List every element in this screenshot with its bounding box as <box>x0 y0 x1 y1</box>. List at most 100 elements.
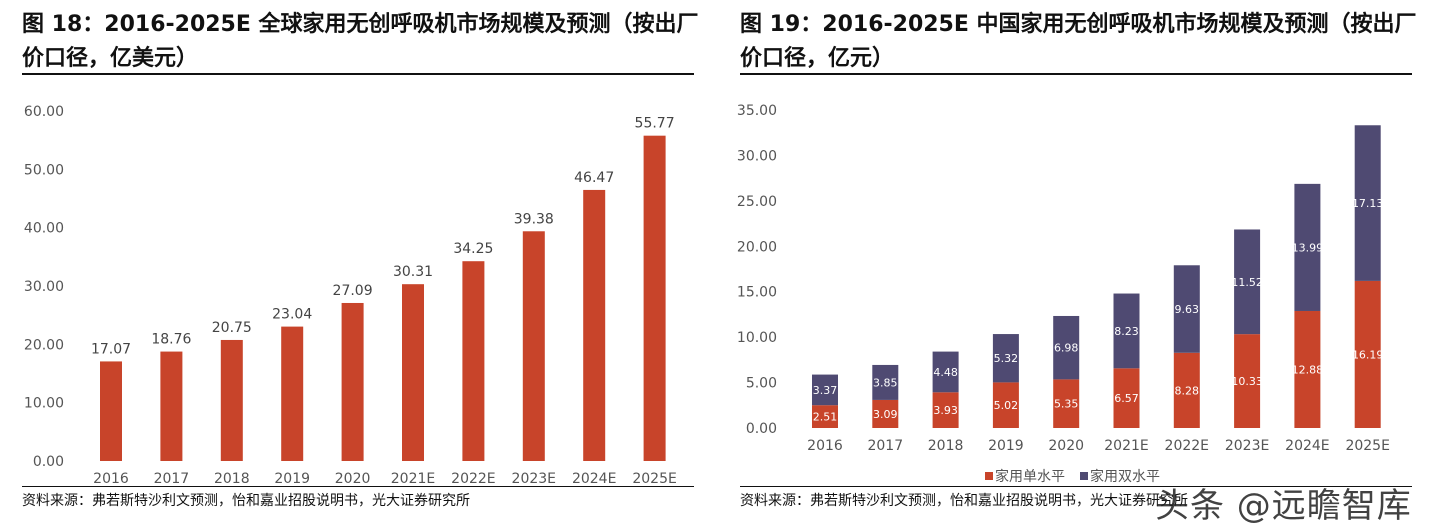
data-label: 16.19 <box>1352 348 1384 361</box>
title-rule-left <box>22 73 694 75</box>
data-label: 10.33 <box>1231 375 1263 388</box>
x-tick-label: 2017 <box>867 438 903 454</box>
x-tick-label: 2020 <box>1048 438 1084 454</box>
data-label: 23.04 <box>272 307 312 323</box>
y-tick-label: 30.00 <box>24 279 64 295</box>
x-tick-label: 2021E <box>391 471 435 487</box>
bar-segment <box>1173 352 1200 428</box>
watermark: 头条 @远瞻智库 <box>1155 486 1412 526</box>
data-label: 55.77 <box>635 116 675 132</box>
y-tick-label: 60.00 <box>24 104 64 120</box>
legend-swatch <box>1080 472 1088 480</box>
bar-segment <box>932 392 959 428</box>
x-tick-label: 2016 <box>93 471 129 487</box>
bar <box>522 231 545 461</box>
x-tick-label: 2025E <box>1345 438 1389 454</box>
bar-segment <box>1294 310 1321 428</box>
x-tick-label: 2025E <box>632 471 676 487</box>
x-tick-label: 2017 <box>154 471 190 487</box>
data-label: 5.32 <box>994 352 1019 365</box>
x-tick-label: 2018 <box>928 438 964 454</box>
y-tick-label: 40.00 <box>24 221 64 237</box>
x-tick-label: 2022E <box>451 471 495 487</box>
chart-title-left: 图 18：2016-2025E 全球家用无创呼吸机市场规模及预测（按出厂价口径，… <box>22 12 699 71</box>
data-label: 6.57 <box>1114 392 1139 405</box>
bar-segment <box>1294 183 1321 311</box>
bar <box>281 326 304 461</box>
y-tick-label: 20.00 <box>737 239 777 255</box>
bar-segment <box>1354 125 1381 281</box>
data-label: 30.31 <box>393 264 433 280</box>
y-tick-label: 15.00 <box>737 285 777 301</box>
data-label: 2.51 <box>813 411 838 424</box>
data-label: 8.23 <box>1114 325 1139 338</box>
source-rule-left <box>22 486 694 487</box>
data-label: 8.28 <box>1175 384 1200 397</box>
data-label: 12.88 <box>1292 363 1324 376</box>
x-tick-label: 2024E <box>572 471 616 487</box>
x-tick-label: 2019 <box>988 438 1024 454</box>
source-right: 资料来源：弗若斯特沙利文预测，怡和嘉业招股说明书，光大证券研究所 <box>740 493 1188 509</box>
bar-segment <box>1234 229 1261 335</box>
bar <box>341 302 364 461</box>
y-tick-label: 20.00 <box>24 337 64 353</box>
bar <box>462 261 485 461</box>
data-label: 3.85 <box>873 376 898 389</box>
data-label: 4.48 <box>933 366 958 379</box>
y-tick-label: 30.00 <box>737 148 777 164</box>
bar-segment <box>1053 379 1080 428</box>
x-tick-label: 2021E <box>1104 438 1148 454</box>
bar-segment <box>812 405 838 428</box>
bar-segment <box>812 374 838 406</box>
x-tick-label: 2018 <box>214 471 250 487</box>
data-label: 46.47 <box>574 170 614 186</box>
x-tick-label: 2020 <box>335 471 371 487</box>
bar-segment <box>1234 334 1261 428</box>
bar-segment <box>1354 280 1381 428</box>
data-label: 3.93 <box>933 404 958 417</box>
bar <box>100 361 122 461</box>
data-label: 20.75 <box>212 320 252 336</box>
y-tick-label: 25.00 <box>737 194 777 210</box>
y-tick-label: 10.00 <box>737 330 777 346</box>
bar-segment <box>1053 315 1080 380</box>
bar-segment <box>992 382 1019 428</box>
bar <box>402 284 424 461</box>
legend-label: 家用单水平 <box>995 468 1065 485</box>
x-tick-label: 2024E <box>1285 438 1329 454</box>
source-rule-right <box>740 486 1412 487</box>
y-tick-label: 5.00 <box>746 376 777 392</box>
x-tick-label: 2019 <box>274 471 310 487</box>
y-tick-label: 50.00 <box>24 162 64 178</box>
chart-title-right: 图 19：2016-2025E 中国家用无创呼吸机市场规模及预测（按出厂价口径，… <box>740 12 1417 71</box>
data-label: 18.76 <box>151 332 191 348</box>
data-label: 3.37 <box>813 384 838 397</box>
data-label: 34.25 <box>453 241 493 257</box>
bar <box>220 339 243 461</box>
source-left: 资料来源：弗若斯特沙利文预测，怡和嘉业招股说明书，光大证券研究所 <box>22 493 470 509</box>
x-tick-label: 2022E <box>1165 438 1209 454</box>
y-tick-label: 10.00 <box>24 396 64 412</box>
bar-segment <box>1173 265 1200 353</box>
bar-segment <box>1113 368 1140 428</box>
bar <box>583 189 606 462</box>
x-tick-label: 2023E <box>1225 438 1269 454</box>
bar <box>160 351 183 461</box>
data-label: 17.07 <box>91 341 131 357</box>
data-label: 5.35 <box>1054 398 1079 411</box>
data-label: 9.63 <box>1175 303 1200 316</box>
bar-segment <box>872 364 899 400</box>
y-tick-label: 0.00 <box>33 454 64 470</box>
legend-swatch <box>985 472 993 480</box>
bar-segment <box>872 399 899 428</box>
x-tick-label: 2023E <box>512 471 556 487</box>
bar-segment <box>992 334 1019 383</box>
y-tick-label: 35.00 <box>737 103 777 119</box>
data-label: 27.09 <box>333 283 373 299</box>
y-tick-label: 0.00 <box>746 421 777 437</box>
data-label: 13.99 <box>1292 241 1324 254</box>
x-tick-label: 2016 <box>807 438 843 454</box>
title-rule-right <box>740 73 1412 75</box>
data-label: 11.52 <box>1231 276 1263 289</box>
